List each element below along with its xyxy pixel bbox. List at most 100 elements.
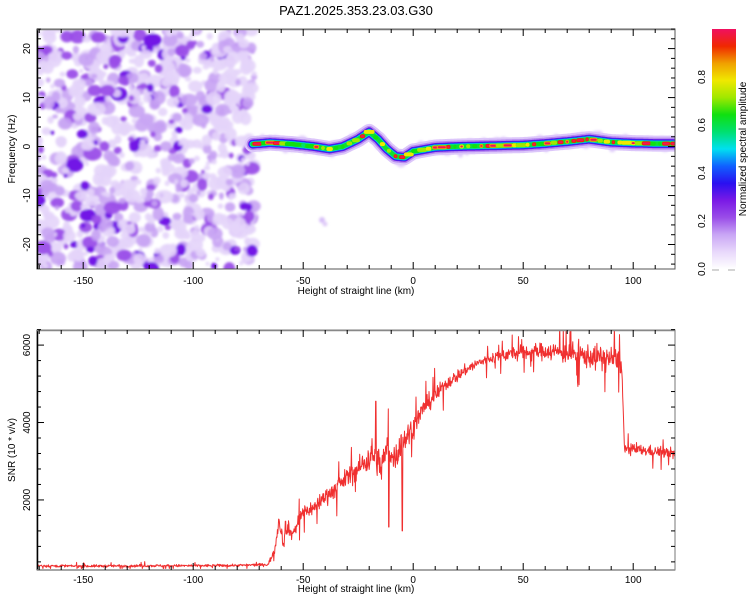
noise-blob [57, 117, 73, 130]
noise-blob [79, 221, 93, 233]
noise-blob [46, 195, 53, 201]
noise-blob [164, 180, 170, 186]
signal-peak [544, 142, 551, 145]
noise-blob [186, 40, 196, 49]
signal-hotspot [403, 152, 414, 157]
noise-blob [37, 240, 52, 255]
colorbar: 0.0 0.2 0.4 0.6 0.8 Normalized spectral ampl… [697, 29, 749, 276]
noise-blob [213, 70, 219, 75]
noise-blob [242, 97, 254, 109]
noise-blob [201, 169, 205, 174]
noise-blob [48, 241, 63, 254]
noise-blob [42, 211, 55, 220]
spectrogram-ticks [37, 28, 675, 269]
noise-blob [201, 104, 213, 114]
noise-blob [84, 161, 89, 167]
noise-blob [146, 83, 154, 93]
noise-blob [224, 127, 237, 142]
y-tick-label: -20 [22, 237, 33, 252]
noise-blob [113, 146, 122, 155]
noise-blob [230, 164, 246, 179]
noise-blob [180, 179, 189, 188]
noise-blob [203, 165, 211, 171]
noise-blob [180, 93, 198, 107]
noise-blob [71, 88, 81, 97]
noise-blob [91, 229, 101, 242]
noise-blob [127, 50, 137, 57]
noise-blob [217, 203, 224, 209]
noise-blob [224, 89, 241, 104]
noise-blob [201, 122, 207, 129]
noise-blob [78, 53, 95, 66]
signal-hotspot [334, 145, 339, 150]
noise-blob [88, 121, 100, 134]
noise-blob [99, 174, 112, 187]
noise-blob [109, 186, 116, 194]
noise-blob [87, 188, 95, 196]
signal-hotspot [305, 144, 315, 149]
x-tick-label: -150 [73, 276, 93, 287]
noise-blob [73, 95, 86, 108]
noise-blob [193, 208, 205, 221]
spectrogram-x-tick-labels: -150 -100 -50 0 50 100 [73, 276, 642, 287]
noise-blob [196, 190, 201, 196]
noise-blob [61, 167, 70, 174]
noise-blob [124, 189, 141, 203]
snr-series-line [37, 330, 675, 569]
signal-peak [642, 142, 650, 145]
x-tick-label: -100 [183, 575, 203, 586]
noise-blob [178, 257, 188, 268]
signal-hotspot [352, 138, 360, 143]
noise-blob [118, 197, 127, 204]
noise-blob [101, 191, 106, 197]
signal-peak [586, 138, 588, 141]
noise-blob [99, 84, 116, 97]
y-tick-label: 2000 [22, 488, 33, 511]
signal-peak [400, 156, 405, 159]
signal-peak [433, 146, 438, 149]
noise-blob [223, 262, 236, 269]
noise-blob [69, 30, 86, 44]
noise-blob [223, 122, 230, 129]
noise-blob [159, 243, 177, 258]
noise-blob [201, 134, 212, 146]
noise-blob [154, 248, 161, 254]
snr-ticks [37, 329, 675, 570]
noise-blob [251, 71, 257, 77]
noise-blob [37, 137, 44, 146]
noise-blob [38, 60, 48, 72]
noise-blob [72, 45, 80, 54]
signal-hotspot [597, 138, 603, 143]
noise-blob [192, 66, 202, 74]
signal-peak [572, 139, 576, 142]
noise-blob [63, 230, 76, 243]
noise-blob [133, 253, 146, 266]
noise-blob [174, 44, 190, 57]
signal-hotspot [515, 143, 527, 148]
x-tick-label: 50 [518, 276, 530, 287]
noise-blob [41, 29, 52, 38]
noise-blob [156, 225, 164, 233]
noise-blob [197, 178, 208, 191]
colorbar-tick-labels: 0.0 0.2 0.4 0.6 0.8 [697, 70, 708, 276]
noise-blob [228, 152, 234, 159]
noise-blob [206, 33, 213, 40]
noise-blob [211, 131, 221, 141]
noise-blob [169, 217, 183, 230]
noise-blob [101, 49, 111, 60]
noise-blob [220, 149, 230, 159]
noise-blob [133, 29, 147, 42]
noise-blob [171, 134, 178, 139]
noise-blob [144, 262, 160, 269]
noise-blob [44, 234, 56, 244]
noise-blob [166, 31, 173, 37]
noise-blob [184, 58, 191, 63]
noise-blob [86, 246, 95, 253]
noise-blob [143, 33, 162, 47]
noise-blob [319, 217, 325, 223]
signal-hotspot [425, 146, 432, 151]
snr-y-axis-label: SNR (10 * v/v) [7, 418, 18, 482]
noise-blob [159, 71, 165, 77]
noise-blob [205, 161, 210, 166]
noise-blob [198, 59, 203, 64]
